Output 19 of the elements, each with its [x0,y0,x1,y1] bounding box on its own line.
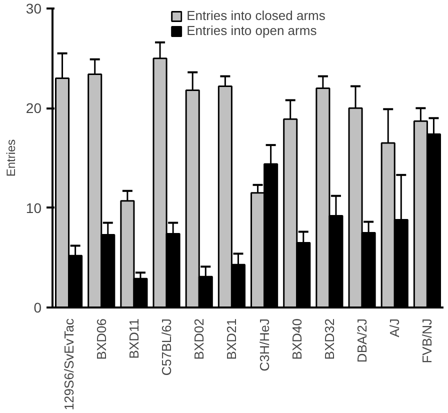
y-tick-label: 0 [34,300,42,316]
y-axis-title: Entries [4,139,18,177]
y-tick-label: 20 [26,100,42,116]
x-tick-label: FVB/NJ [420,318,435,364]
x-tick-label: BXD06 [94,318,109,360]
x-tick-label: A/J [387,318,402,338]
x-tick-label: BXD21 [224,318,240,360]
x-tick-label: BXD02 [192,318,207,360]
x-tick-label: BXD11 [126,318,142,359]
x-tick-label: C3H/HeJ [256,318,272,372]
x-tick-label: BXD32 [322,318,337,360]
x-tick-label: C57BL/6J [159,318,174,376]
y-tick-label: 10 [26,200,42,216]
x-tick-label: 129S6/SvEvTac [61,318,76,410]
x-tick-label: BXD40 [289,318,304,360]
x-tick-label: DBA/2J [354,318,370,363]
y-tick-label: 30 [26,0,42,16]
legend-label: Entries into open arms [186,23,317,38]
legend-label: Entries into closed arms [186,8,326,23]
